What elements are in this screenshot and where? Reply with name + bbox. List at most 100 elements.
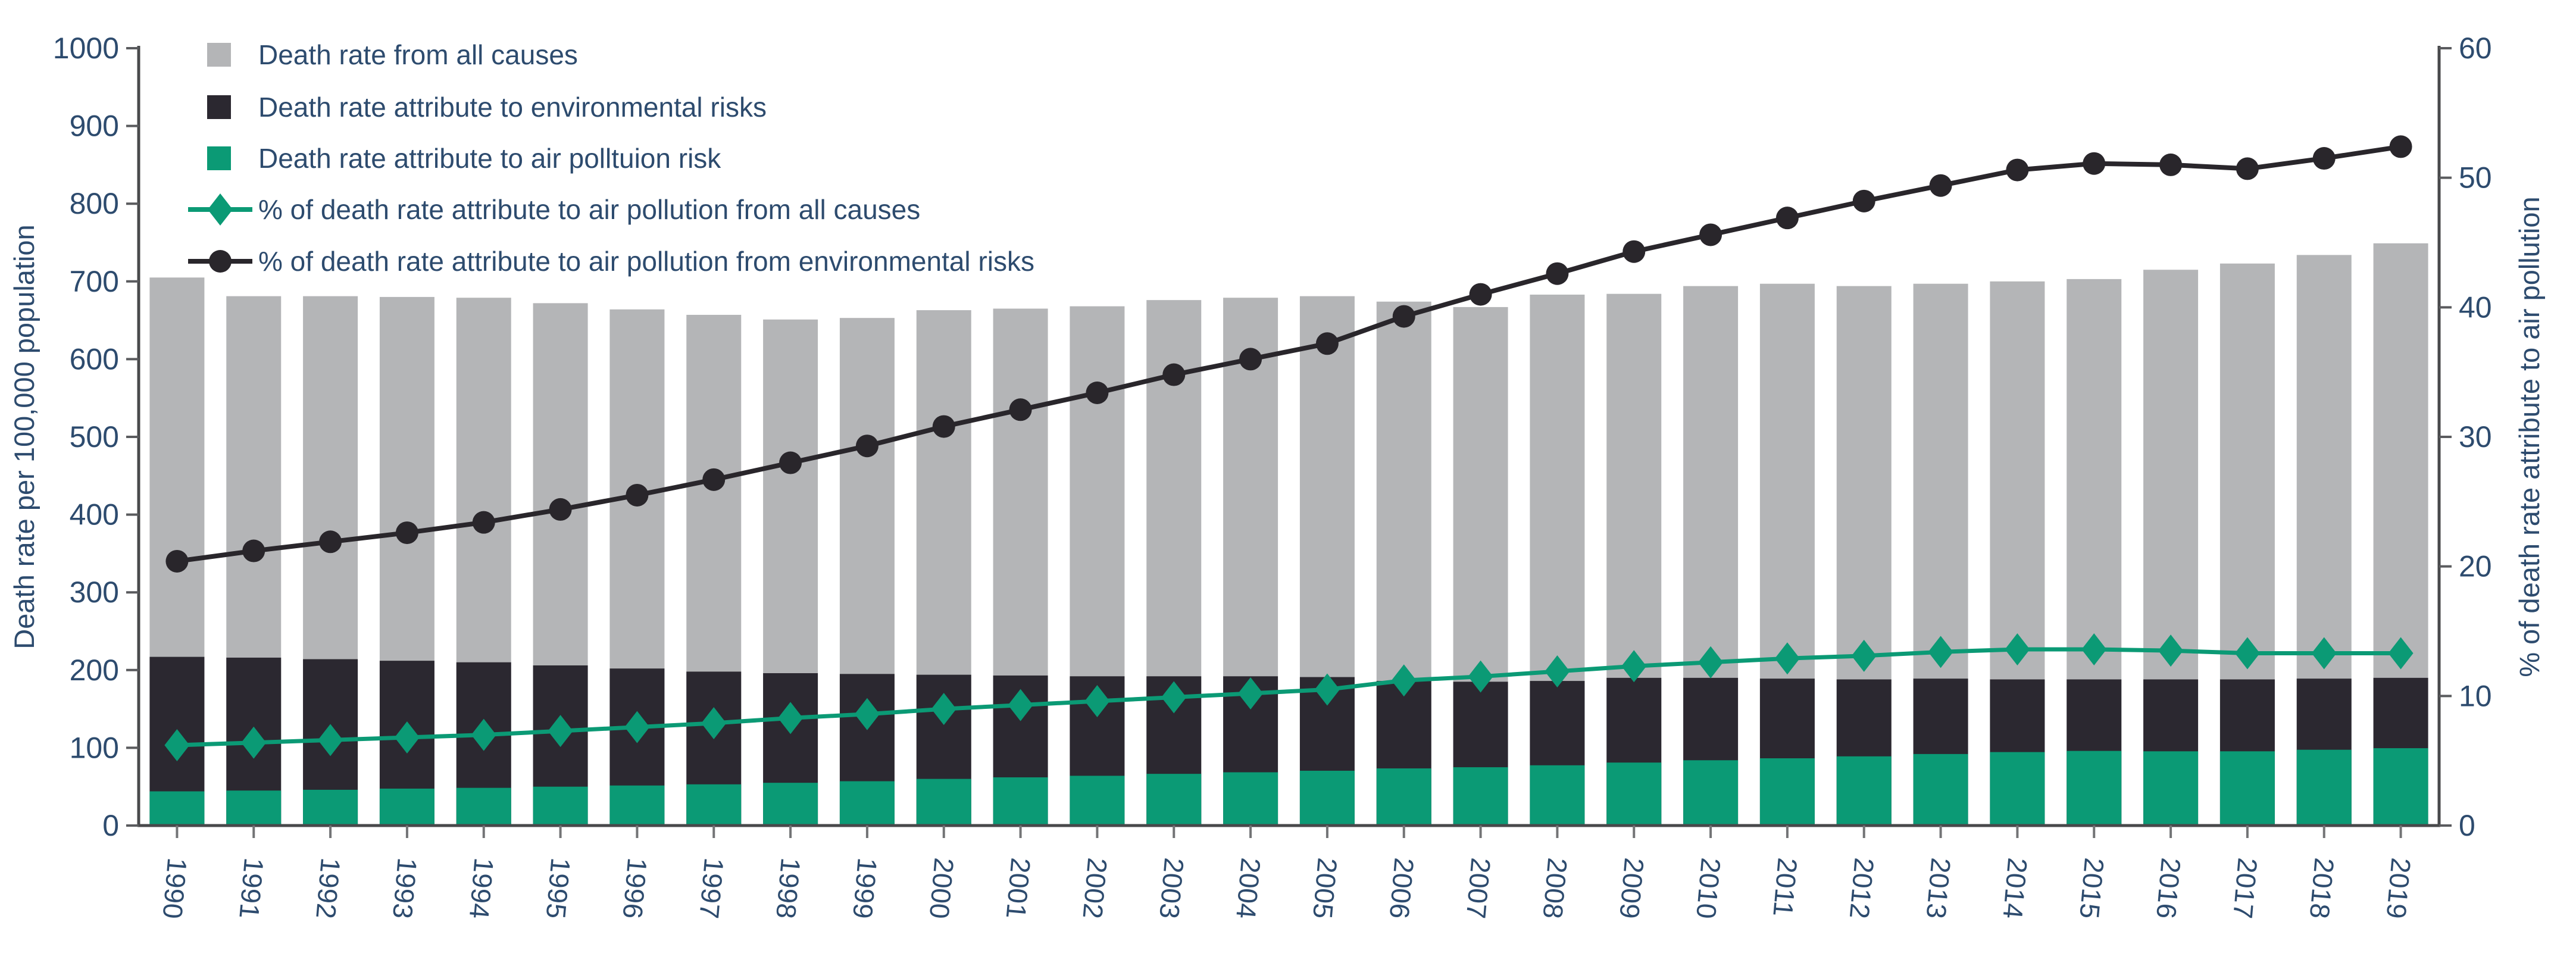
diamond-marker-2006 <box>1391 664 1417 697</box>
x-tick-label-2019: 2019 <box>2381 856 2417 920</box>
right-tick-label-60: 60 <box>2459 32 2492 65</box>
bar-air-pollution-2007 <box>1453 767 1508 826</box>
circle-marker-2016 <box>2159 153 2183 176</box>
bar-air-pollution-1998 <box>763 783 818 826</box>
bar-air-pollution-2010 <box>1683 760 1739 826</box>
x-tick-label-2012: 2012 <box>1844 856 1880 920</box>
circle-marker-2014 <box>2006 158 2029 182</box>
bar-air-pollution-1991 <box>226 790 282 826</box>
bar-air-pollution-1995 <box>533 786 588 826</box>
x-tick-label-2007: 2007 <box>1461 856 1497 920</box>
diamond-marker-2013 <box>1928 636 1953 668</box>
x-tick-label-2015: 2015 <box>2074 856 2110 920</box>
x-tick-label-2008: 2008 <box>1537 856 1574 920</box>
x-tick-label-1994: 1994 <box>464 856 500 920</box>
diamond-marker-2002 <box>1084 685 1110 718</box>
x-tick-label-2009: 2009 <box>1614 856 1650 920</box>
bar-air-pollution-2005 <box>1299 770 1355 826</box>
legend-label-air-pollution: Death rate attribute to air polltuion ri… <box>258 143 721 174</box>
bar-air-pollution-2004 <box>1223 772 1278 826</box>
x-tick-label-2003: 2003 <box>1153 856 1190 920</box>
legend-marker-pct-environmental <box>209 250 232 273</box>
x-tick-label-2011: 2011 <box>1767 856 1803 918</box>
diamond-marker-2009 <box>1621 650 1647 683</box>
circle-marker-2004 <box>1239 348 1262 371</box>
bar-air-pollution-2000 <box>916 779 971 826</box>
diamond-marker-2005 <box>1314 673 1340 706</box>
bar-air-pollution-1997 <box>686 784 742 826</box>
diamond-marker-2017 <box>2234 637 2260 670</box>
bar-air-pollution-1994 <box>456 787 511 826</box>
circle-marker-1993 <box>395 521 418 545</box>
right-tick-label-20: 20 <box>2459 550 2492 583</box>
left-tick-label-700: 700 <box>70 265 119 298</box>
left-tick-label-800: 800 <box>70 187 119 220</box>
diamond-marker-1996 <box>624 711 650 743</box>
left-tick-label-400: 400 <box>70 498 119 532</box>
circle-marker-2011 <box>1775 207 1799 230</box>
bar-air-pollution-2011 <box>1759 758 1815 826</box>
circle-marker-2007 <box>1469 283 1492 306</box>
bar-air-pollution-1990 <box>149 791 205 826</box>
line-pct-all-causes <box>177 647 2401 748</box>
diamond-marker-2001 <box>1008 689 1033 721</box>
x-tick-label-1990: 1990 <box>157 856 193 920</box>
x-tick-label-2014: 2014 <box>1997 856 2034 920</box>
circle-marker-2015 <box>2083 152 2106 175</box>
bar-air-pollution-2019 <box>2373 748 2428 826</box>
x-tick-label-1992: 1992 <box>310 856 346 920</box>
legend-swatch-environmental <box>207 95 231 119</box>
circle-marker-2012 <box>1852 189 1875 212</box>
diamond-marker-2014 <box>2005 633 2030 665</box>
circle-marker-1999 <box>855 434 879 458</box>
diamond-marker-2016 <box>2158 634 2184 667</box>
circle-marker-1995 <box>549 498 572 521</box>
bar-air-pollution-2013 <box>1913 754 1968 826</box>
circle-marker-1994 <box>472 511 495 534</box>
left-tick-label-900: 900 <box>70 110 119 143</box>
circle-marker-2005 <box>1315 332 1339 355</box>
x-tick-label-2017: 2017 <box>2227 856 2264 920</box>
bar-air-pollution-2008 <box>1530 765 1585 826</box>
x-tick-label-2005: 2005 <box>1307 856 1343 920</box>
right-tick-label-50: 50 <box>2459 161 2492 195</box>
right-tick-label-10: 10 <box>2459 679 2492 712</box>
diamond-marker-2008 <box>1545 655 1570 687</box>
diamond-marker-1992 <box>318 724 343 756</box>
circle-marker-2017 <box>2236 157 2259 180</box>
right-tick-label-40: 40 <box>2459 290 2492 324</box>
right-tick-label-30: 30 <box>2459 420 2492 454</box>
x-tick-label-2016: 2016 <box>2150 856 2187 920</box>
x-tick-label-1998: 1998 <box>770 856 806 920</box>
circle-marker-2013 <box>1929 174 1952 197</box>
x-tick-label-1999: 1999 <box>847 856 883 920</box>
left-tick-label-300: 300 <box>70 576 119 609</box>
bar-air-pollution-2002 <box>1070 776 1125 826</box>
x-tick-label-1993: 1993 <box>387 856 423 920</box>
diamond-marker-2003 <box>1161 681 1187 714</box>
legend-label-all-causes: Death rate from all causes <box>258 39 578 70</box>
x-tick-label-2004: 2004 <box>1230 856 1267 920</box>
x-tick-label-2006: 2006 <box>1384 856 1420 920</box>
bar-air-pollution-2009 <box>1606 762 1662 826</box>
diamond-marker-2012 <box>1851 639 1877 672</box>
bar-air-pollution-2001 <box>993 777 1048 826</box>
diamond-marker-1994 <box>471 718 496 751</box>
diamond-marker-2004 <box>1238 677 1264 709</box>
diamond-marker-1995 <box>548 715 573 748</box>
left-tick-label-500: 500 <box>70 420 119 454</box>
bar-air-pollution-1996 <box>609 785 665 826</box>
diamond-marker-1993 <box>394 721 420 754</box>
x-tick-label-1995: 1995 <box>540 856 577 920</box>
x-tick-label-2002: 2002 <box>1077 856 1114 920</box>
legend-swatch-air-pollution <box>207 146 231 170</box>
diamond-marker-2015 <box>2081 633 2107 665</box>
x-tick-label-2000: 2000 <box>924 856 960 920</box>
bar-air-pollution-2015 <box>2067 751 2122 826</box>
circle-marker-2008 <box>1546 262 1569 285</box>
bar-air-pollution-2012 <box>1836 756 1892 826</box>
left-axis-title: Death rate per 100,000 population <box>8 224 40 649</box>
x-tick-label-2018: 2018 <box>2304 856 2340 920</box>
